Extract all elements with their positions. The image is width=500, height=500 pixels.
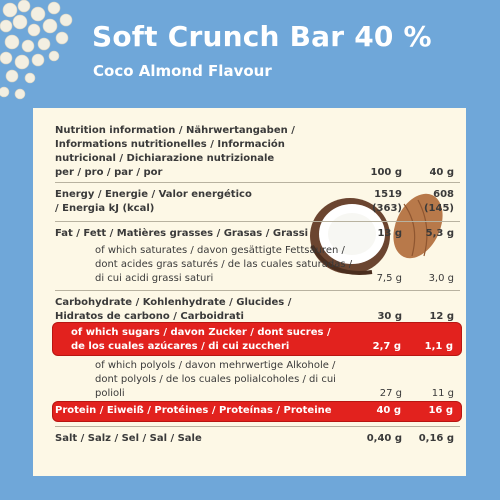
protein-label: Protein / Eiweiß / Protéines / Proteínas… xyxy=(55,405,332,416)
protein-value-100g: 40 g xyxy=(376,405,401,416)
coconut-almond-illustration xyxy=(310,193,443,275)
header-label: Nutrition information / Nährwertangaben … xyxy=(55,125,295,178)
saturates-value-40g: 3,0 g xyxy=(428,273,454,284)
fat-label: Fat / Fett / Matières grasses / Grasas /… xyxy=(55,228,309,239)
salt-value-40g: 0,16 g xyxy=(418,433,454,444)
energy-label: Energy / Energie / Valor energético / En… xyxy=(55,189,252,214)
salt-value-100g: 0,40 g xyxy=(366,433,402,444)
coconut-icon xyxy=(310,198,390,275)
nutrition-table-card: Nutrition information / Nährwertangaben … xyxy=(33,108,466,476)
salt-label: Salt / Salz / Sel / Sal / Sale xyxy=(55,433,202,444)
protein-value-40g: 16 g xyxy=(428,405,453,416)
fat-value-40g: 5,3 g xyxy=(425,228,454,239)
col1-header: 100 g xyxy=(370,167,402,178)
polyols-value-40g: 11 g xyxy=(431,388,454,399)
crispy-beads-illustration xyxy=(0,0,73,100)
polyols-value-100g: 27 g xyxy=(379,388,402,399)
carbohydrate-label: Carbohydrate / Kohlenhydrate / Glucides … xyxy=(55,297,292,322)
divider xyxy=(55,221,460,222)
col2-header: 40 g xyxy=(429,167,454,178)
protein-highlight: Protein / Eiweiß / Protéines / Proteínas… xyxy=(52,401,462,422)
polyols-label: of which polyols / davon mehrwertige Alk… xyxy=(95,360,336,399)
energy-value-40g: 608 (145) xyxy=(423,189,454,214)
sugars-value-40g: 1,1 g xyxy=(424,341,453,352)
divider xyxy=(55,182,460,183)
almond-icon xyxy=(393,193,443,259)
product-title: Soft Crunch Bar 40 % xyxy=(92,20,432,53)
divider xyxy=(55,290,460,291)
sugars-label: of which sugars / davon Zucker / dont su… xyxy=(71,327,331,352)
product-subtitle: Coco Almond Flavour xyxy=(93,62,272,80)
sugars-value-100g: 2,7 g xyxy=(372,341,401,352)
energy-value-100g: 1519 (363) xyxy=(371,189,402,214)
divider xyxy=(55,426,460,427)
saturates-label: of which saturates / davon gesättigte Fe… xyxy=(95,245,353,284)
carbohydrate-value-100g: 30 g xyxy=(377,311,402,322)
fat-value-100g: 13 g xyxy=(377,228,402,239)
carbohydrate-value-40g: 12 g xyxy=(429,311,454,322)
saturates-value-100g: 7,5 g xyxy=(376,273,402,284)
sugars-highlight: of which sugars / davon Zucker / dont su… xyxy=(52,322,462,356)
